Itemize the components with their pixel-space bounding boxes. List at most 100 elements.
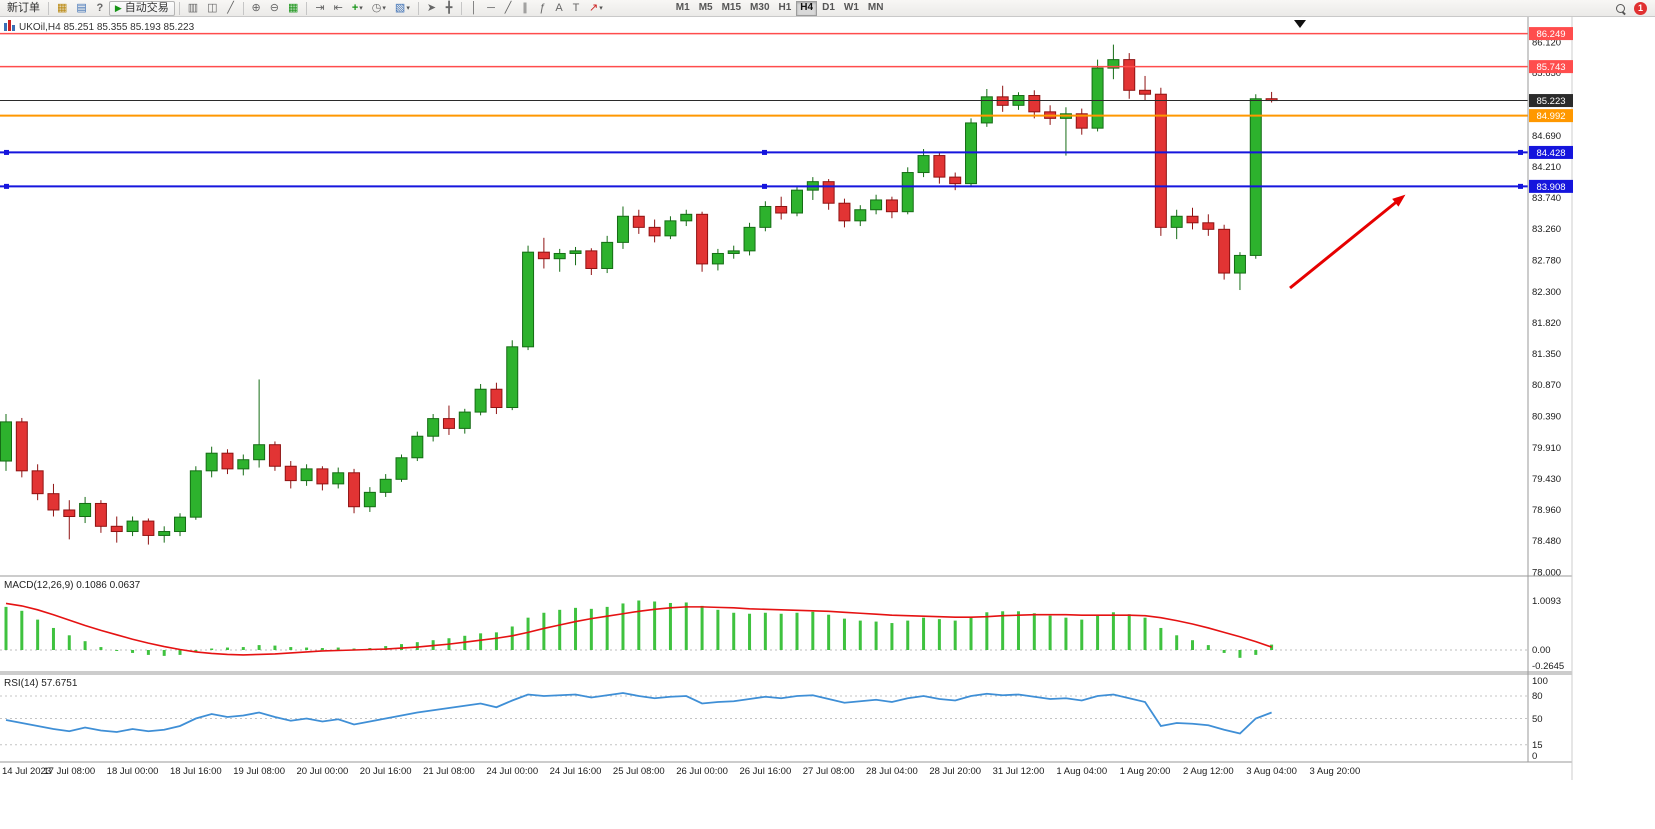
candle-body (870, 199, 883, 211)
price-tick-label: 84.690 (1532, 131, 1561, 142)
macd-pane[interactable]: MACD(12,26,9) 0.1086 0.0637 1.0093 0.00 -0.… (0, 580, 1564, 672)
candle-body (110, 525, 123, 533)
line-handle[interactable] (4, 183, 9, 189)
tf-button-m5[interactable]: M5 (695, 1, 717, 16)
candle-body (158, 531, 171, 536)
chart-background[interactable] (0, 17, 1655, 829)
vertical-line-button[interactable]: │ (466, 1, 482, 16)
arrows-button[interactable]: ↗ ▾ (585, 1, 607, 16)
bar-chart-button[interactable]: ▥ (184, 1, 202, 16)
price-level-label: 84.992 (1536, 111, 1565, 122)
tile-windows-button[interactable]: ▦ (284, 1, 302, 16)
time-label: 2 Aug 12:00 (1183, 766, 1234, 777)
candle-body (901, 172, 914, 213)
data-window-button[interactable]: ▤ (72, 1, 90, 16)
channel-button[interactable]: ∥ (517, 1, 533, 16)
text-button[interactable]: A (551, 1, 567, 16)
triangle-marker[interactable] (1294, 20, 1306, 28)
tf-button-m15[interactable]: M15 (718, 1, 745, 16)
line-handle[interactable] (1518, 149, 1523, 155)
candle-body (15, 421, 28, 472)
price-levels-layer[interactable] (0, 32, 1528, 189)
macd-title: MACD(12,26,9) 0.1086 0.0637 (4, 580, 141, 591)
tf-button-d1[interactable]: D1 (818, 1, 839, 16)
candle-body (332, 472, 345, 485)
candle-body (237, 459, 250, 470)
new-order-button[interactable]: 新订单 (3, 1, 44, 16)
crosshair-button[interactable]: ╋ (441, 1, 457, 16)
tf-button-h1[interactable]: H1 (775, 1, 796, 16)
time-label: 20 Jul 00:00 (297, 766, 349, 777)
tf-button-m30[interactable]: M30 (746, 1, 773, 16)
candle-body (442, 418, 455, 429)
price-tick-label: 81.820 (1532, 318, 1561, 329)
tf-button-h4[interactable]: H4 (796, 0, 818, 16)
price-level-label-box (1529, 109, 1573, 123)
candle-body (632, 215, 645, 228)
candle-body (427, 418, 440, 437)
chart-mini-icon (4, 23, 7, 31)
zoom-out-button[interactable]: ⊖ (266, 1, 283, 16)
autotrade-button[interactable]: ▶ 自动交易 (108, 0, 175, 16)
chart-shift-icon: ⇤ (333, 1, 343, 14)
price-level-label: 85.743 (1536, 62, 1565, 73)
rsi-title: RSI(14) 57.6751 (4, 678, 78, 689)
price-chart[interactable]: MACD(12,26,9) 0.1086 0.0637 1.0093 0.00 -0.… (0, 17, 1655, 829)
new-chart-button[interactable]: + ▾ (348, 1, 367, 16)
toolbar-separator (48, 1, 49, 15)
line-handle[interactable] (762, 149, 767, 155)
tf-button-mn[interactable]: MN (864, 1, 888, 16)
market-watch-button[interactable]: ▦ (53, 1, 71, 16)
tf-button-w1[interactable]: W1 (840, 1, 863, 16)
toolbar-separator (178, 1, 180, 15)
zoom-in-icon: ⊕ (251, 1, 261, 14)
trendline-icon: ╱ (504, 1, 512, 14)
line-chart-button[interactable]: ╱ (223, 1, 239, 16)
price-level-label-box (1529, 27, 1573, 41)
time-label: 28 Jul 04:00 (866, 766, 918, 777)
chart-shift-button[interactable]: ⇤ (330, 1, 347, 16)
candle-body (221, 452, 234, 470)
toolbar-separator (461, 1, 463, 15)
candle-body (980, 96, 993, 124)
candle-body (743, 226, 756, 252)
candle-body (885, 199, 898, 213)
candlestick-chart-button[interactable]: ◫ (203, 1, 221, 16)
trendline-button[interactable]: ╱ (500, 1, 516, 16)
candle-body (506, 346, 519, 409)
zoom-in-button[interactable]: ⊕ (248, 1, 265, 16)
price-level-label: 86.249 (1536, 29, 1565, 40)
cursor-icon: ➤ (426, 1, 437, 14)
help-button[interactable]: ? (92, 1, 108, 16)
search-button[interactable] (1610, 1, 1631, 16)
line-handle[interactable] (4, 149, 9, 155)
trend-arrow-annotation[interactable] (1289, 194, 1406, 290)
candle-body (680, 213, 693, 222)
candle-body (933, 155, 946, 178)
price-axis[interactable]: 86.120 85.650 84.690 84.210 83.740 83.260 82.7… (1529, 27, 1573, 578)
horizontal-line-button[interactable]: ─ (483, 1, 499, 16)
rsi-pane[interactable]: RSI(14) 57.6751 100 80 50 150 (0, 676, 1548, 762)
text-label-button[interactable]: T (568, 1, 584, 16)
chart-mini-icon (12, 25, 15, 31)
candle-body (1139, 89, 1152, 95)
fibonacci-button[interactable]: ƒ (534, 1, 550, 16)
period-button[interactable]: ◷ ▾ (368, 1, 390, 16)
price-tick-label: 80.390 (1532, 411, 1561, 422)
notification-badge[interactable]: 1 (1634, 1, 1647, 15)
time-label: 31 Jul 12:00 (993, 766, 1045, 777)
line-handle[interactable] (1518, 183, 1523, 189)
candle-body (585, 250, 598, 269)
price-level-label: 85.223 (1536, 96, 1565, 107)
candle-body (1249, 98, 1262, 256)
macd-signal-line (5, 602, 1272, 656)
rsi-scale-label: 50 (1532, 714, 1543, 725)
tf-button-m1[interactable]: M1 (672, 1, 694, 16)
line-handle[interactable] (762, 183, 767, 189)
candle-body (284, 465, 297, 482)
help-icon: ? (96, 1, 104, 14)
cursor-button[interactable]: ➤ (423, 1, 440, 16)
auto-scroll-button[interactable]: ⇥ (311, 1, 328, 16)
template-button[interactable]: ▧ ▾ (391, 1, 414, 16)
